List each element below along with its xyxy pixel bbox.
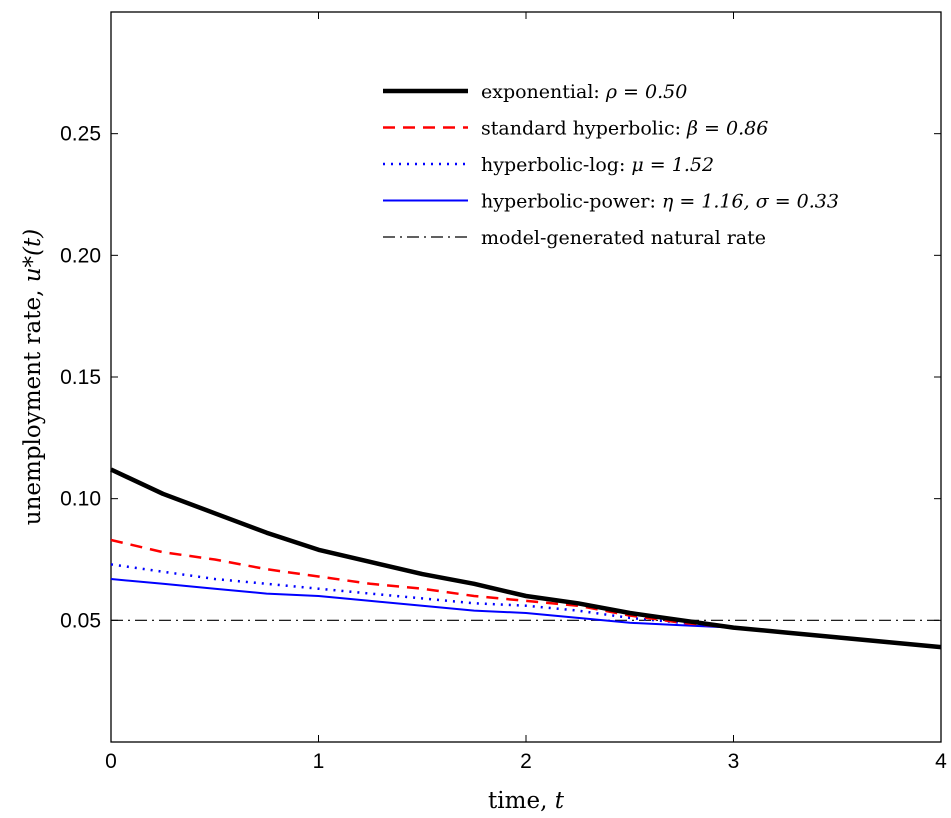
series-lines (110, 467, 942, 650)
series-line-0 (110, 467, 942, 650)
y-tick-label: 0.15 (60, 366, 101, 389)
y-axis-label: unemployment rate, u*(t) (20, 229, 46, 525)
x-axis-label: time, t (488, 788, 565, 814)
legend-label-4: model-generated natural rate (481, 227, 766, 249)
x-tick-label: 4 (935, 750, 947, 773)
legend-label-0: exponential: ρ = 0.50 (481, 81, 687, 103)
y-tick-label: 0.25 (60, 123, 101, 146)
legend-label-1: standard hyperbolic: β = 0.86 (481, 118, 768, 140)
x-tick-label: 1 (313, 750, 325, 773)
y-tick-label: 0.05 (60, 609, 101, 632)
legend-label-3: hyperbolic-power: η = 1.16, σ = 0.33 (481, 191, 839, 213)
axis-ticks: 0 1 2 3 4 0.05 0.10 0.15 0.20 0.25 (60, 12, 947, 773)
legend-label-2: hyperbolic-log: μ = 1.52 (481, 154, 714, 176)
y-tick-label: 0.20 (60, 244, 101, 267)
y-tick-label: 0.10 (60, 488, 101, 511)
x-tick-label: 0 (105, 750, 117, 773)
legend: exponential: ρ = 0.50 standard hyperbolic… (383, 81, 839, 249)
series-line-1 (110, 538, 942, 649)
x-tick-label: 2 (520, 750, 532, 773)
x-tick-label: 3 (728, 750, 740, 773)
series-line-2 (110, 563, 942, 649)
